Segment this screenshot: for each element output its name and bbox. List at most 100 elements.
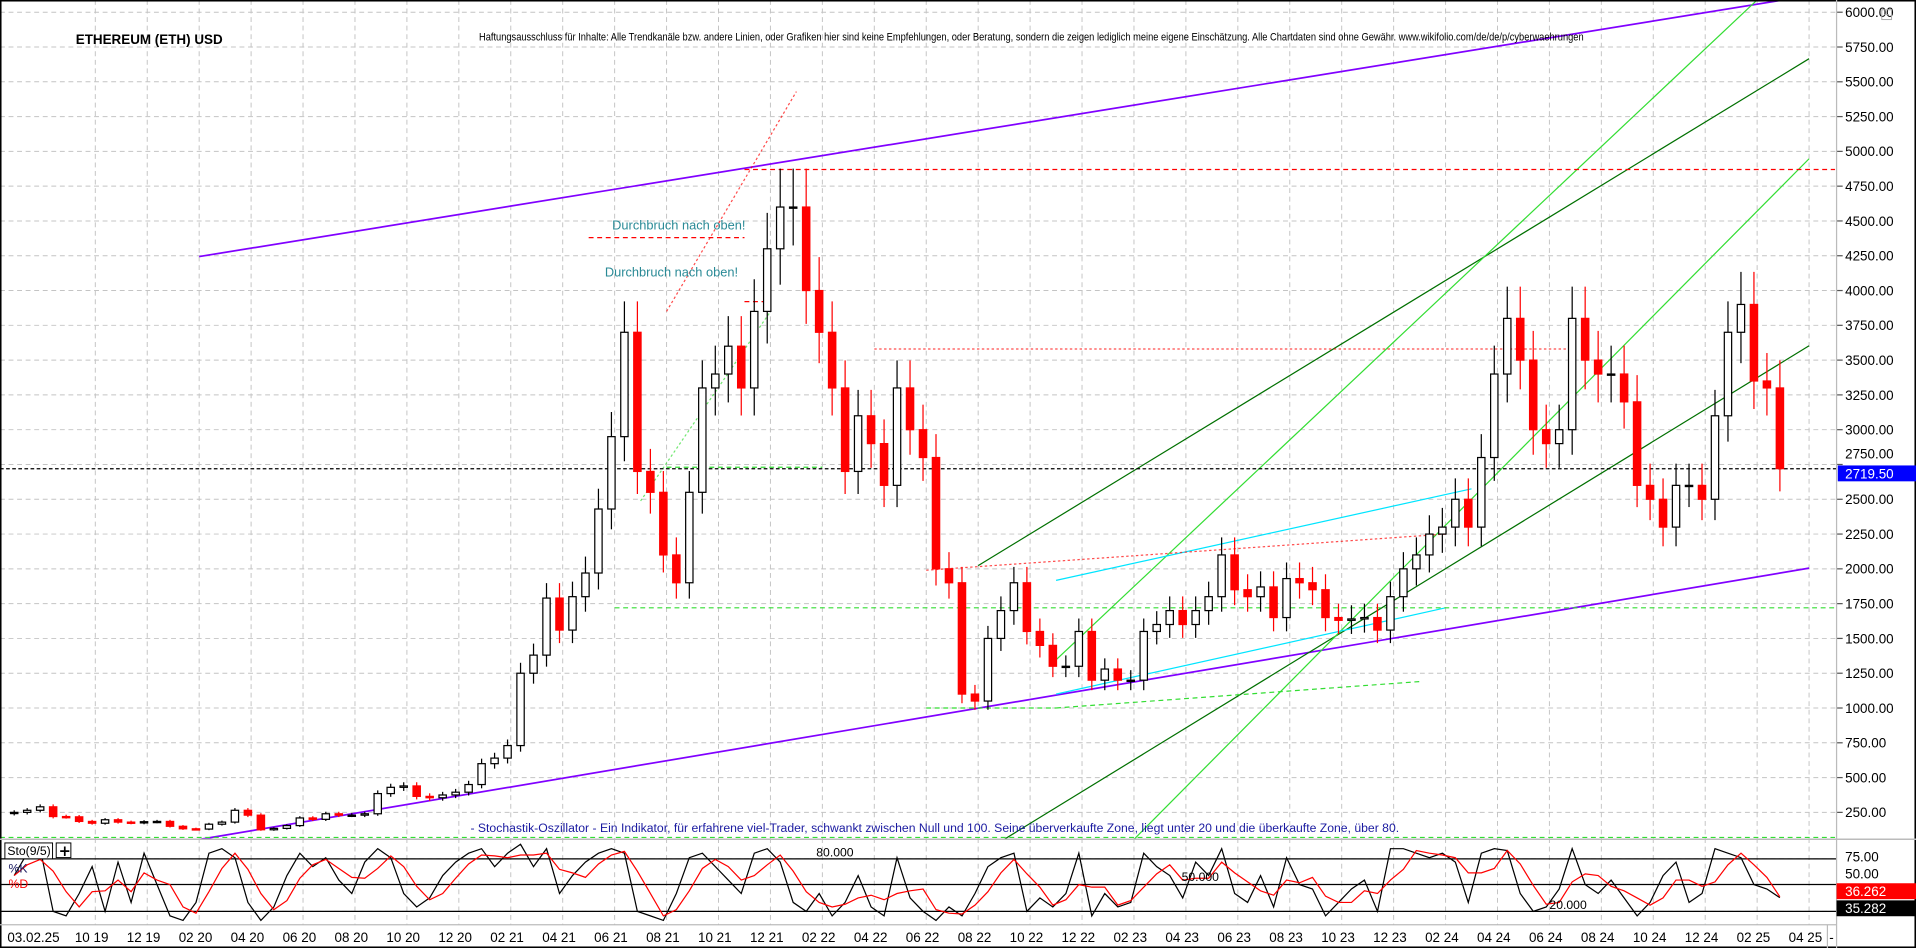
collapse-panel-icon[interactable] xyxy=(1881,9,1893,21)
price-axis[interactable]: 6000.00 5750.00 5500.00 5250.00 5000.00 4750.… xyxy=(1836,5,1894,820)
price-candles[interactable] xyxy=(9,168,1785,831)
candle-body[interactable] xyxy=(1165,609,1174,626)
candle-body[interactable] xyxy=(801,206,811,292)
candle-body[interactable] xyxy=(503,744,512,759)
candle-body[interactable] xyxy=(295,817,305,827)
candle-body[interactable] xyxy=(269,827,279,831)
candle-body[interactable] xyxy=(1217,554,1226,598)
candle-body[interactable] xyxy=(983,637,993,702)
candle-body[interactable] xyxy=(594,508,603,574)
candle-body[interactable] xyxy=(1645,484,1655,500)
stochastic-panel[interactable] xyxy=(0,843,1837,922)
candle-body[interactable] xyxy=(1152,623,1161,633)
candle-body[interactable] xyxy=(1230,554,1239,591)
candle-body[interactable] xyxy=(1554,429,1564,445)
candle-body[interactable] xyxy=(1321,589,1330,619)
candle-body[interactable] xyxy=(1671,484,1681,528)
candle-body[interactable] xyxy=(775,206,785,250)
candle-body[interactable] xyxy=(620,331,629,438)
candle-body[interactable] xyxy=(308,817,318,820)
candle-body[interactable] xyxy=(1009,582,1019,612)
candle-body[interactable] xyxy=(1191,609,1200,626)
candle-body[interactable] xyxy=(918,429,928,459)
candle-body[interactable] xyxy=(762,248,772,313)
stoch-k-line[interactable] xyxy=(13,843,1781,922)
candle-body[interactable] xyxy=(1541,429,1551,445)
add-indicator-button[interactable] xyxy=(55,842,72,859)
candle-body[interactable] xyxy=(1347,618,1356,621)
candle-body[interactable] xyxy=(672,554,681,584)
candle-body[interactable] xyxy=(1087,630,1097,681)
stoch-d-line[interactable] xyxy=(13,849,1781,917)
candle-body[interactable] xyxy=(1632,401,1642,486)
candle-body[interactable] xyxy=(853,415,863,473)
trendline-red-dotted-2022-2024[interactable] xyxy=(926,533,1446,571)
candle-body[interactable] xyxy=(334,813,344,816)
candle-body[interactable] xyxy=(646,470,655,493)
trendline-light-green-steep[interactable] xyxy=(1055,0,1758,661)
candle-body[interactable] xyxy=(1126,679,1136,683)
candle-body[interactable] xyxy=(788,206,798,209)
candle-body[interactable] xyxy=(529,654,538,674)
candle-body[interactable] xyxy=(1074,630,1084,667)
candle-body[interactable] xyxy=(698,387,707,493)
candle-body[interactable] xyxy=(230,809,240,823)
candle-body[interactable] xyxy=(1477,456,1486,528)
candle-body[interactable] xyxy=(1100,668,1110,681)
candle-body[interactable] xyxy=(347,814,357,817)
candle-body[interactable] xyxy=(905,387,915,431)
indicator-name[interactable]: Sto(9/5) xyxy=(7,844,50,858)
candle-body[interactable] xyxy=(659,491,668,556)
candle-body[interactable] xyxy=(970,693,980,702)
candle-body[interactable] xyxy=(282,824,292,829)
date-axis[interactable]: 10 19 12 19 02 20 04 20 06 20 08 20 10 20 12 20… xyxy=(75,930,1822,945)
candle-body[interactable] xyxy=(1528,359,1538,431)
candle-body[interactable] xyxy=(1762,380,1772,389)
candle-body[interactable] xyxy=(814,289,824,333)
candle-body[interactable] xyxy=(685,491,694,584)
candle-body[interactable] xyxy=(944,568,954,584)
candle-body[interactable] xyxy=(1022,582,1032,633)
candle-body[interactable] xyxy=(1749,303,1759,382)
candle-body[interactable] xyxy=(1139,630,1149,681)
candle-body[interactable] xyxy=(113,819,123,823)
candle-body[interactable] xyxy=(892,387,902,486)
candle-body[interactable] xyxy=(555,597,564,631)
candle-body[interactable] xyxy=(633,331,642,473)
candle-body[interactable] xyxy=(1451,498,1460,528)
candle-body[interactable] xyxy=(217,821,227,825)
candle-body[interactable] xyxy=(1697,484,1707,500)
trendline-upper-purple-channel[interactable] xyxy=(199,0,1784,258)
candle-body[interactable] xyxy=(165,820,175,827)
candle-body[interactable] xyxy=(178,825,188,830)
candle-body[interactable] xyxy=(736,345,746,389)
candle-body[interactable] xyxy=(1710,415,1720,500)
candle-body[interactable] xyxy=(1308,582,1317,591)
candle-body[interactable] xyxy=(204,823,214,830)
candle-body[interactable] xyxy=(451,791,460,796)
candle-body[interactable] xyxy=(1399,568,1408,598)
trendline-dark-green-upper[interactable] xyxy=(977,58,1810,567)
candle-body[interactable] xyxy=(1619,373,1629,403)
candle-body[interactable] xyxy=(1438,526,1447,535)
candle-body[interactable] xyxy=(749,310,759,389)
candle-body[interactable] xyxy=(1567,317,1577,431)
candle-body[interactable] xyxy=(1502,317,1512,375)
candle-body[interactable] xyxy=(48,806,58,818)
candle-body[interactable] xyxy=(464,783,473,793)
trendline-green-dashed-2022-2024[interactable] xyxy=(1056,680,1420,709)
candle-body[interactable] xyxy=(1295,577,1304,584)
candle-body[interactable] xyxy=(256,814,266,831)
candle-body[interactable] xyxy=(1425,533,1434,556)
candle-body[interactable] xyxy=(840,387,850,473)
candle-body[interactable] xyxy=(1243,589,1252,598)
candle-body[interactable] xyxy=(1178,609,1187,626)
candle-body[interactable] xyxy=(568,596,577,631)
candle-body[interactable] xyxy=(87,820,97,824)
candle-body[interactable] xyxy=(1684,484,1694,488)
candle-body[interactable] xyxy=(931,456,941,570)
candle-body[interactable] xyxy=(61,815,71,819)
candle-body[interactable] xyxy=(425,795,434,799)
candle-body[interactable] xyxy=(1269,586,1278,619)
candle-body[interactable] xyxy=(9,811,19,815)
